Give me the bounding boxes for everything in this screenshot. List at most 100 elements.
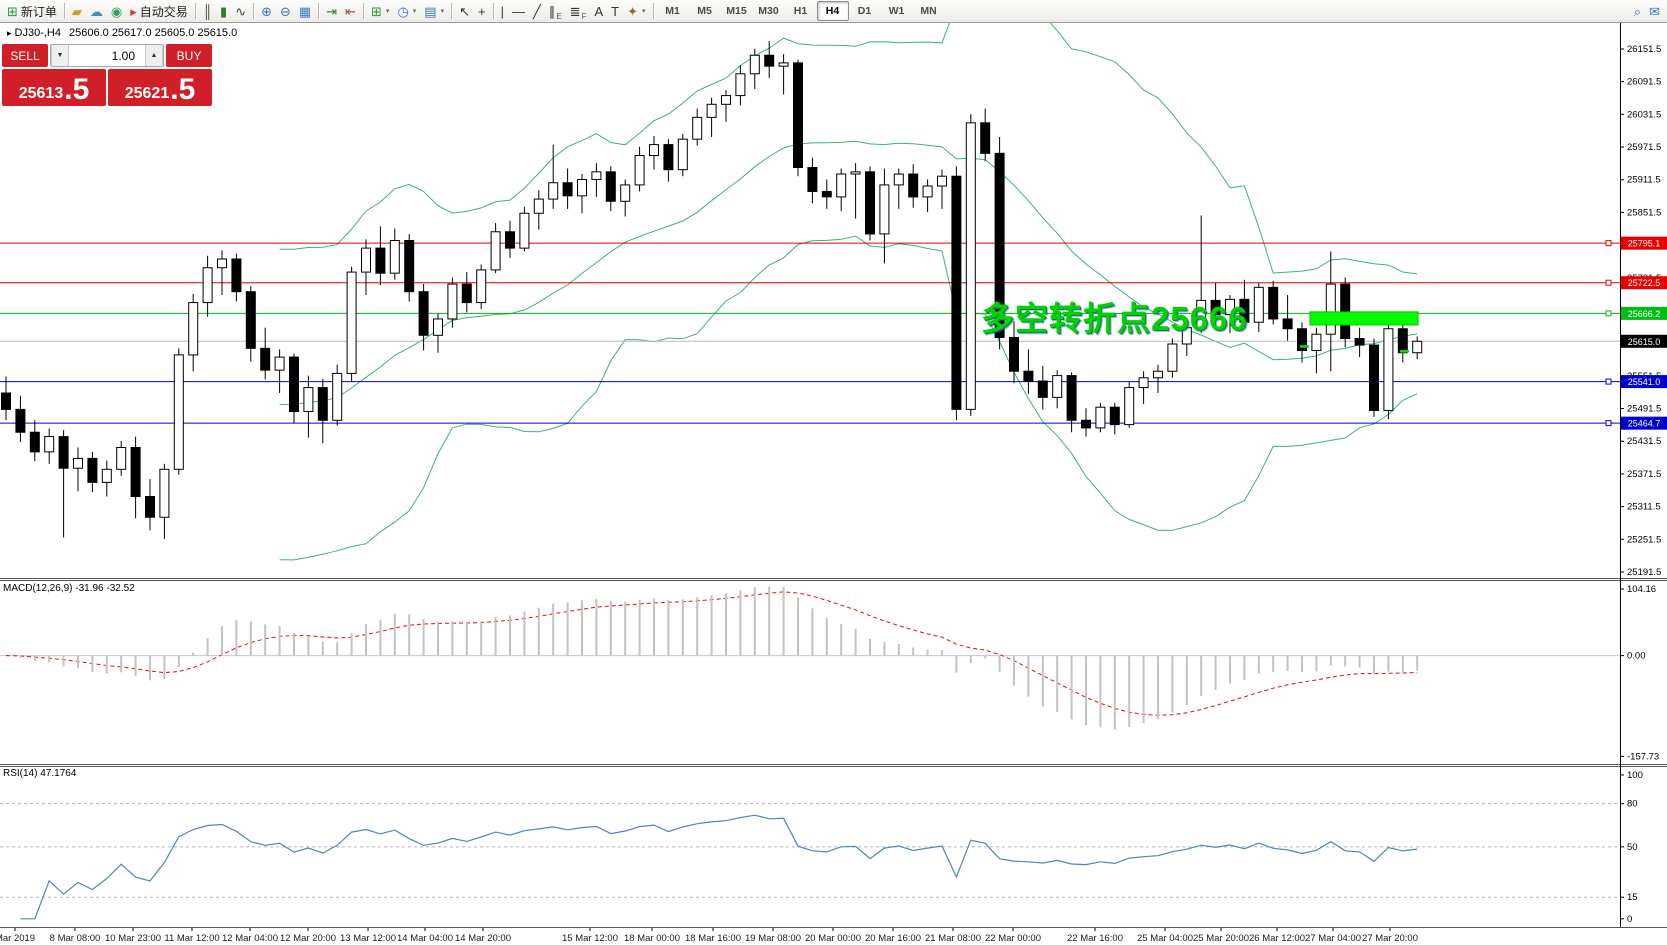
svg-text:11 Mar 12:00: 11 Mar 12:00 <box>164 933 219 944</box>
auto-scroll-icon[interactable]: ⇥ <box>322 2 341 21</box>
svg-text:25311.5: 25311.5 <box>1627 502 1661 513</box>
toolbar-separator <box>363 3 365 19</box>
svg-text:25851.5: 25851.5 <box>1627 207 1661 218</box>
one-click-trading-panel: SELL ▼ ▲ BUY 25613.5 25621.5 <box>2 44 212 106</box>
buy-price[interactable]: 25621.5 <box>108 69 212 106</box>
line-handle[interactable] <box>1605 310 1612 317</box>
svg-text:25191.5: 25191.5 <box>1627 567 1661 578</box>
crosshair-icon[interactable]: + <box>474 2 490 21</box>
sell-price[interactable]: 25613.5 <box>2 69 106 106</box>
svg-text:80: 80 <box>1627 799 1638 810</box>
template-icon[interactable]: ▤ ▾ <box>420 2 448 21</box>
line-handle[interactable] <box>1605 240 1612 247</box>
sell-price-fraction: .5 <box>64 73 90 106</box>
trendline-icon[interactable]: ╱ <box>529 2 545 21</box>
horizontal-line-icon[interactable]: — <box>508 2 529 21</box>
svg-text:25371.5: 25371.5 <box>1627 469 1661 480</box>
zoom-in-icon[interactable]: ⊕ <box>257 2 276 21</box>
svg-text:22 Mar 16:00: 22 Mar 16:00 <box>1067 933 1123 944</box>
svg-text:26091.5: 26091.5 <box>1627 77 1661 88</box>
new-chart-icon-dropdown-arrow: ▾ <box>385 8 390 15</box>
candlestick-chart-icon[interactable]: ▮ <box>216 2 231 21</box>
line-chart-icon[interactable]: ∿ <box>231 2 250 21</box>
volume-input[interactable] <box>69 45 145 66</box>
market-icon[interactable]: ▰ <box>68 2 86 21</box>
volume-increase-button[interactable]: ▲ <box>145 45 163 66</box>
chart-title: ▸ DJ30-,H4 25606.0 25617.0 25605.0 25615.0 <box>7 27 237 39</box>
line-handle[interactable] <box>1605 420 1612 427</box>
svg-text:26 Mar 12:00: 26 Mar 12:00 <box>1249 933 1305 944</box>
svg-text:25666.2: 25666.2 <box>1628 309 1661 319</box>
svg-text:0: 0 <box>1627 914 1632 925</box>
period-icon[interactable]: ◷ ▾ <box>393 2 420 21</box>
bar-chart-icon[interactable]: ║ <box>199 2 216 21</box>
chat-icon[interactable]: ✉ <box>1645 2 1664 21</box>
svg-text:25971.5: 25971.5 <box>1627 142 1661 153</box>
candlestick-chart-icon: ▮ <box>220 3 228 19</box>
volume-decrease-button[interactable]: ▼ <box>51 45 69 66</box>
timeframe-button-m15[interactable]: M15 <box>726 5 747 17</box>
zoom-out-icon[interactable]: ⊖ <box>276 2 295 21</box>
equidistant-channel-icon[interactable]: ∥ E <box>545 2 566 21</box>
highlight-rectangle[interactable] <box>1309 311 1419 326</box>
svg-text:12 Mar 20:00: 12 Mar 20:00 <box>280 933 336 944</box>
equidistant-channel-icon: ∥ <box>548 3 556 19</box>
vertical-line-icon[interactable]: | <box>497 2 508 21</box>
timeframe-button-w1[interactable]: W1 <box>888 5 905 17</box>
horizontal-level-lines[interactable] <box>0 242 1620 424</box>
signals-icon[interactable]: ◉ <box>107 2 126 21</box>
new-chart-icon[interactable]: ⊞ ▾ <box>367 2 393 21</box>
candles <box>1 41 1423 540</box>
timeframe-button-h1[interactable]: H1 <box>793 5 808 17</box>
new-order-button[interactable]: ⊞ 新订单 <box>3 2 61 21</box>
line-handle[interactable] <box>1605 279 1612 286</box>
svg-text:12 Mar 04:00: 12 Mar 04:00 <box>222 933 278 944</box>
timeframe-button-m5[interactable]: M5 <box>697 5 712 17</box>
svg-text:14 Mar 20:00: 14 Mar 20:00 <box>455 933 511 944</box>
new-order-button-label: 新订单 <box>20 4 57 19</box>
text-label-icon[interactable]: T <box>607 2 623 21</box>
new-order-button: ⊞ <box>7 3 18 19</box>
sell-price-main: 25613 <box>18 85 64 102</box>
search-icon[interactable]: ⌕ <box>1630 2 1645 21</box>
svg-text:104.16: 104.16 <box>1627 584 1656 595</box>
svg-text:27 Mar 20:00: 27 Mar 20:00 <box>1362 933 1418 944</box>
price-axis[interactable]: 26151.5 26091.5 26031.5 25971.5 25911.5 25851… <box>1620 44 1661 925</box>
arrows-icon-dropdown-arrow: ▾ <box>642 8 646 15</box>
community-icon[interactable]: ☁ <box>86 2 107 21</box>
timeframe-button-mn[interactable]: MN <box>920 5 937 17</box>
fibonacci-icon[interactable]: ≣ F <box>566 2 591 21</box>
timeframe-button-m30[interactable]: M30 <box>758 5 779 17</box>
buy-price-fraction: .5 <box>170 73 196 106</box>
macd-histogram <box>19 586 1419 730</box>
svg-text:26151.5: 26151.5 <box>1627 44 1661 55</box>
horizontal-line-icon: — <box>512 3 525 19</box>
timeframe-button-h4[interactable]: H4 <box>816 1 849 21</box>
sell-button[interactable]: SELL <box>2 44 48 67</box>
toolbar-separator <box>451 3 453 19</box>
svg-text:25464.7: 25464.7 <box>1628 419 1661 429</box>
svg-text:27 Mar 04:00: 27 Mar 04:00 <box>1305 933 1361 944</box>
timeframe-button-d1[interactable]: D1 <box>857 5 872 17</box>
macd-pane <box>0 591 1620 716</box>
timeframe-button-m1[interactable]: M1 <box>665 5 680 17</box>
svg-text:100: 100 <box>1627 770 1643 781</box>
autotrade-button[interactable]: ▸ 自动交易 <box>126 2 192 21</box>
svg-text:15: 15 <box>1627 892 1638 903</box>
cursor-icon[interactable]: ↖ <box>455 2 474 21</box>
new-chart-icon: ⊞ <box>371 3 382 19</box>
buy-button[interactable]: BUY <box>166 44 212 67</box>
fibonacci-icon: ≣ <box>569 3 581 19</box>
arrows-icon[interactable]: ✦ ▾ <box>623 2 649 21</box>
tile-windows-icon[interactable]: ▦ <box>295 2 315 21</box>
line-handle[interactable] <box>1605 378 1612 385</box>
text-icon[interactable]: A <box>590 2 607 21</box>
svg-text:25 Mar 04:00: 25 Mar 04:00 <box>1137 933 1193 944</box>
svg-text:26031.5: 26031.5 <box>1627 109 1661 120</box>
chart-shift-icon[interactable]: ⇤ <box>341 2 360 21</box>
svg-text:20 Mar 00:00: 20 Mar 00:00 <box>805 933 861 944</box>
toolbar: ⊞ 新订单 ▰ ☁ ◉ ▸ 自动交易 ║ ▮ ∿ ⊕ ⊖ ▦ ⇥ ⇤ ⊞ ▾ ◷ ▾ ▤ ▾ ↖ + | — ╱ ∥ E ≣ F A T ✦ ▾ M… <box>0 0 1667 23</box>
